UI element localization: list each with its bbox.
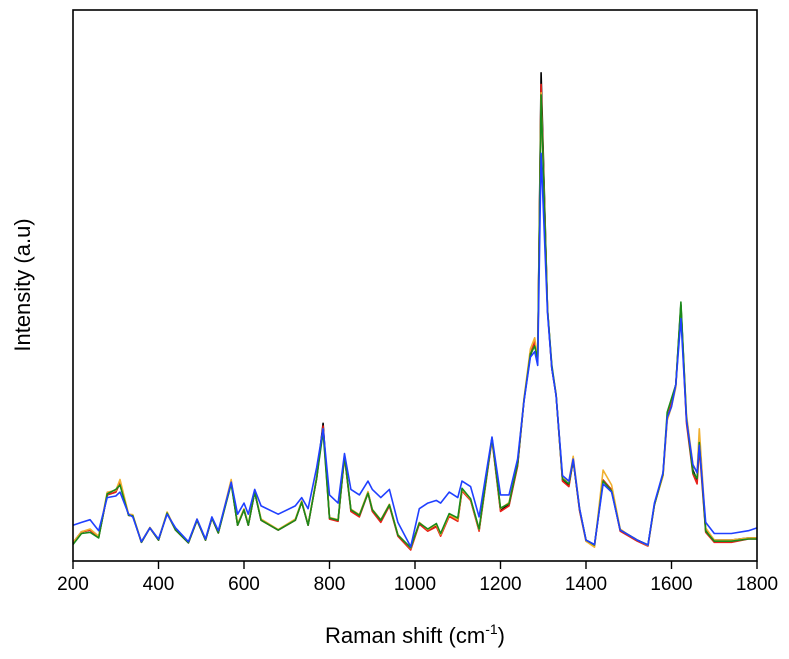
series-line-4 xyxy=(72,94,757,549)
x-tick-label: 1200 xyxy=(479,574,521,595)
series-line-3 xyxy=(72,91,757,550)
series-line-2 xyxy=(72,83,757,551)
x-tick-label: 1400 xyxy=(565,574,607,595)
x-tick-label: 400 xyxy=(143,574,175,595)
y-axis-label: Intensity (a.u) xyxy=(10,218,35,351)
x-tick-label: 200 xyxy=(57,574,89,595)
x-axis-label-sup: -1 xyxy=(485,621,498,637)
x-axis-label-close: ) xyxy=(498,623,505,648)
series-line-5 xyxy=(72,152,758,548)
x-tick-label: 1000 xyxy=(394,574,436,595)
x-axis-ticks: 200 400 600 800 1000 1200 1400 1600 1800 xyxy=(57,561,778,595)
x-tick-label: 1800 xyxy=(736,574,778,595)
x-tick-label: 600 xyxy=(228,574,260,595)
x-axis-label: Raman shift (cm-1) xyxy=(325,621,505,648)
x-tick-label: 1600 xyxy=(650,574,692,595)
plot-frame xyxy=(72,9,758,562)
series-line-1 xyxy=(72,72,757,549)
x-axis-label-main: Raman shift (cm xyxy=(325,623,485,648)
x-tick-label: 800 xyxy=(314,574,346,595)
series-layer xyxy=(72,72,758,551)
